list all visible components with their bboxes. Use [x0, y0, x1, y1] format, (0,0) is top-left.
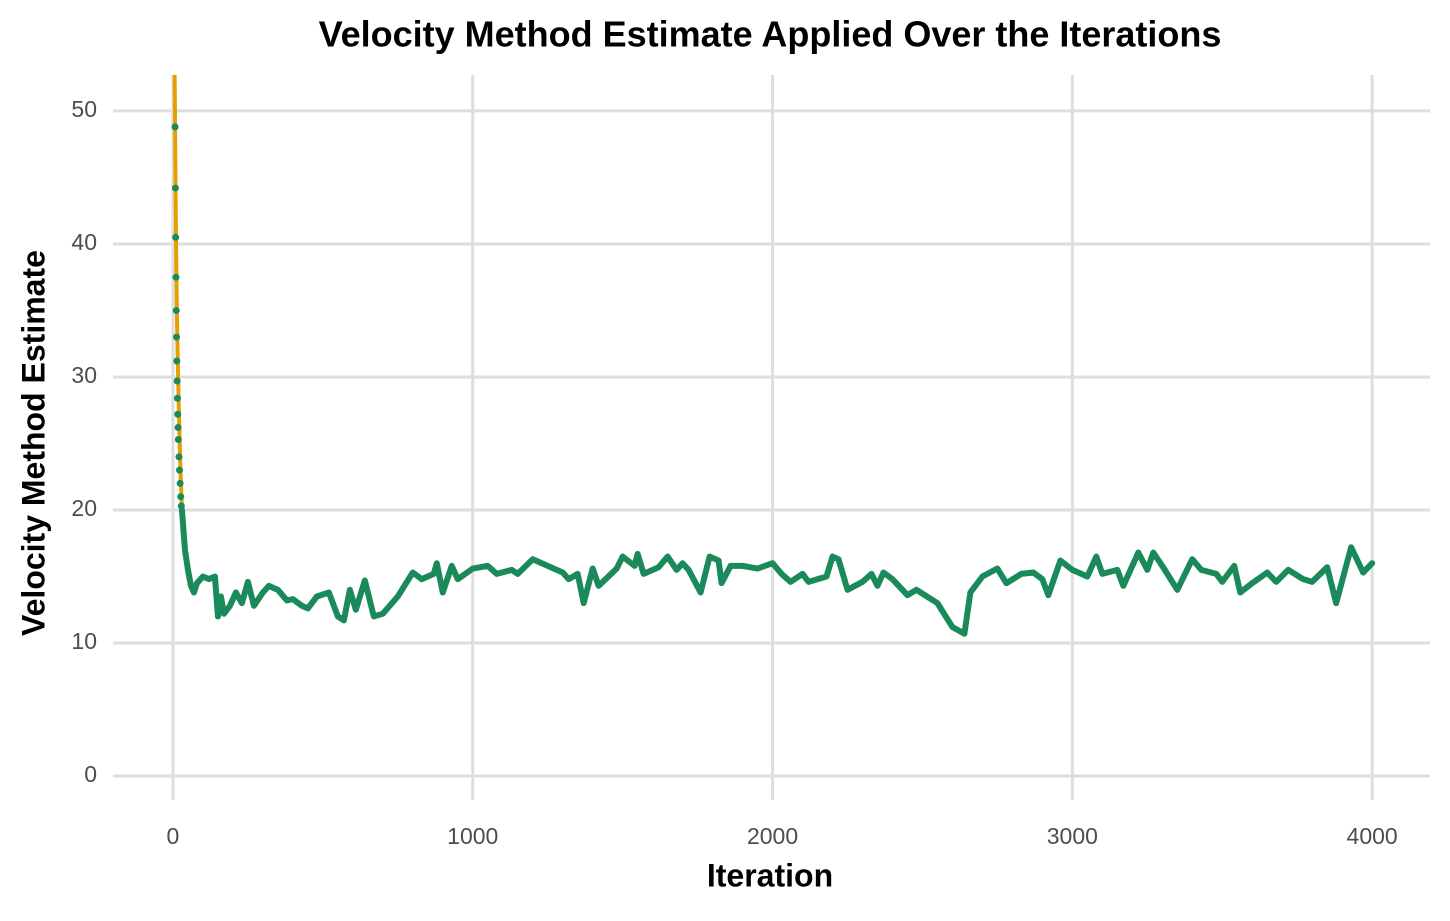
data-point — [172, 273, 180, 281]
data-point — [171, 184, 179, 192]
data-point — [171, 123, 179, 131]
data-point — [174, 435, 182, 443]
data-point — [172, 306, 180, 314]
x-tick-label: 0 — [167, 823, 180, 849]
data-point — [173, 333, 181, 341]
data-point — [173, 377, 181, 385]
data-point — [174, 424, 182, 432]
data-point — [174, 410, 182, 418]
x-tick-label: 3000 — [1047, 823, 1098, 849]
x-tick-label: 2000 — [747, 823, 798, 849]
x-axis-label: Iteration — [707, 857, 833, 893]
data-point — [176, 479, 184, 487]
y-tick-label: 40 — [71, 229, 97, 255]
y-tick-label: 30 — [71, 362, 97, 388]
y-axis-label: Velocity Method Estimate — [15, 250, 51, 636]
x-tick-label: 4000 — [1347, 823, 1398, 849]
data-point — [176, 466, 184, 474]
data-point — [173, 394, 181, 402]
data-point — [177, 502, 185, 510]
data-point — [175, 453, 183, 461]
grid — [113, 75, 1430, 800]
y-tick-label: 50 — [71, 96, 97, 122]
data-point — [172, 233, 180, 241]
data-point — [177, 493, 185, 501]
data-line — [178, 507, 1376, 637]
y-tick-label: 20 — [71, 495, 97, 521]
plot-area — [171, 75, 1376, 637]
y-tick-label: 10 — [71, 628, 97, 654]
x-tick-label: 1000 — [447, 823, 498, 849]
chart-title: Velocity Method Estimate Applied Over th… — [319, 14, 1222, 55]
data-point — [173, 357, 181, 365]
data-line — [172, 75, 184, 512]
y-tick-label: 0 — [84, 761, 97, 787]
